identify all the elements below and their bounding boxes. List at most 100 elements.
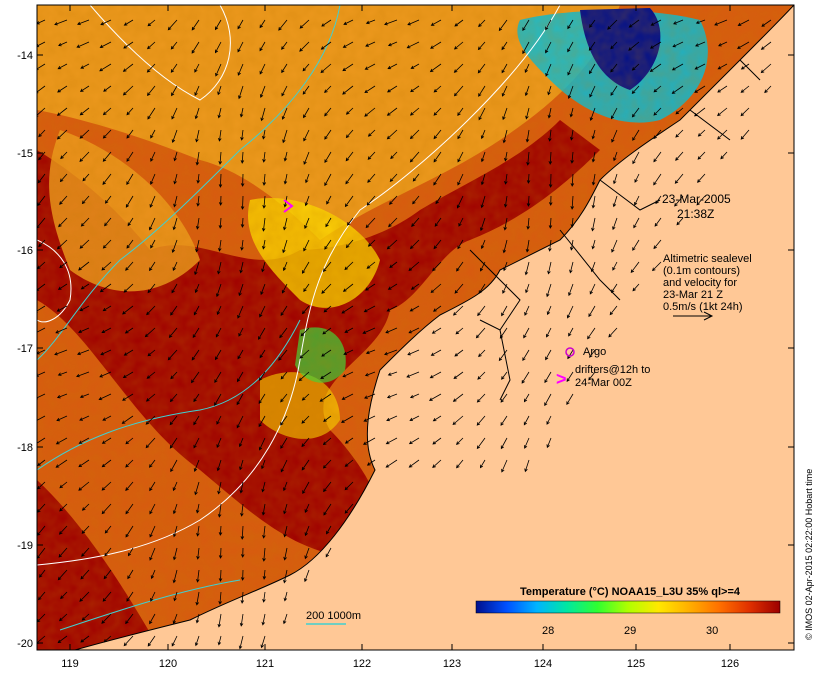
velocity-arrow <box>301 415 310 424</box>
velocity-arrow <box>567 349 574 360</box>
velocity-arrow <box>672 41 684 48</box>
velocity-arrow <box>79 85 90 92</box>
velocity-arrow <box>304 525 310 537</box>
velocity-arrow <box>261 613 266 626</box>
velocity-arrow <box>145 415 156 425</box>
velocity-arrow <box>149 261 156 272</box>
velocity-arrow <box>171 107 178 120</box>
velocity-arrow <box>388 217 398 228</box>
drifter-icon: > <box>556 369 567 389</box>
velocity-arrow <box>196 173 200 184</box>
velocity-arrow <box>694 107 706 117</box>
velocity-arrow <box>631 85 640 95</box>
velocity-arrow <box>345 129 354 139</box>
velocity-arrow <box>501 459 508 473</box>
velocity-arrow <box>588 41 596 51</box>
velocity-arrow <box>478 107 486 121</box>
velocity-arrow <box>149 613 156 625</box>
velocity-arrow <box>632 283 640 292</box>
drifter-track-mark <box>283 199 294 213</box>
velocity-arrow <box>588 63 596 75</box>
velocity-arrow <box>123 41 134 49</box>
velocity-arrow <box>675 129 684 138</box>
velocity-arrow <box>344 481 354 491</box>
velocity-arrow <box>240 129 244 141</box>
velocity-arrow <box>433 129 442 140</box>
velocity-arrow <box>548 195 553 206</box>
velocity-arrow <box>323 481 332 493</box>
velocity-arrow <box>55 437 68 445</box>
velocity-arrow <box>240 547 245 558</box>
velocity-arrow <box>323 305 332 313</box>
velocity-arrow <box>386 239 398 250</box>
velocity-arrow <box>523 327 530 339</box>
velocity-arrow <box>300 327 310 337</box>
velocity-arrow <box>649 41 662 49</box>
velocity-arrow <box>304 503 310 513</box>
velocity-arrow <box>433 85 442 93</box>
velocity-arrow <box>195 151 200 166</box>
velocity-arrow <box>170 371 178 380</box>
velocity-arrow <box>173 525 178 538</box>
velocity-arrow <box>387 41 398 47</box>
velocity-arrow <box>125 503 134 515</box>
velocity-arrow <box>193 415 200 426</box>
velocity-arrow <box>261 503 266 516</box>
velocity-arrow <box>501 305 508 317</box>
velocity-arrow <box>324 151 332 164</box>
velocity-arrow <box>171 85 178 97</box>
velocity-arrow <box>37 349 46 355</box>
velocity-arrow <box>148 217 156 231</box>
velocity-arrow <box>101 437 112 444</box>
velocity-arrow <box>363 305 376 313</box>
velocity-arrow <box>432 261 442 272</box>
velocity-arrow <box>301 459 310 471</box>
velocity-arrow <box>218 591 222 605</box>
velocity-arrow <box>613 151 618 162</box>
velocity-arrow <box>218 239 222 252</box>
velocity-arrow <box>262 591 266 603</box>
velocity-arrow <box>364 107 376 117</box>
velocity-arrow <box>59 261 68 269</box>
velocity-arrow <box>79 151 90 162</box>
velocity-arrow <box>367 173 376 183</box>
velocity-arrow <box>239 261 244 274</box>
velocity-arrow <box>147 349 156 357</box>
velocity-arrow <box>193 437 200 449</box>
velocity-arrow <box>365 349 376 355</box>
velocity-arrow <box>653 173 662 186</box>
velocity-arrow <box>283 525 288 538</box>
velocity-arrow <box>172 503 178 515</box>
velocity-arrow <box>57 85 68 93</box>
velocity-arrow <box>170 41 178 50</box>
velocity-arrow <box>384 349 398 356</box>
velocity-arrow <box>240 217 245 228</box>
legend-line-2: (0.1m contours) <box>663 265 740 277</box>
velocity-arrow <box>282 129 288 144</box>
velocity-arrow <box>169 437 178 449</box>
colorbar-tick-29: 29 <box>624 625 636 637</box>
velocity-arrow <box>169 393 178 403</box>
velocity-arrow <box>148 459 156 468</box>
velocity-arrow <box>58 613 68 622</box>
velocity-arrow <box>280 459 288 473</box>
velocity-arrow <box>363 415 376 422</box>
velocity-arrow <box>717 63 728 70</box>
velocity-arrow <box>671 85 684 94</box>
velocity-arrow <box>217 503 222 518</box>
velocity-arrow <box>548 129 552 142</box>
velocity-arrow <box>281 283 288 294</box>
velocity-arrow <box>123 349 134 356</box>
velocity-arrow <box>429 63 442 73</box>
contour-white-3 <box>37 239 72 323</box>
velocity-arrow <box>258 327 266 340</box>
velocity-arrow <box>80 569 90 580</box>
velocity-arrow <box>545 349 552 361</box>
x-tick-label: 126 <box>721 658 739 670</box>
velocity-arrow <box>477 371 486 380</box>
velocity-arrow <box>218 173 223 188</box>
velocity-arrow <box>344 437 354 444</box>
velocity-arrow <box>281 41 288 50</box>
velocity-arrow <box>80 63 90 69</box>
velocity-arrow <box>612 195 618 208</box>
